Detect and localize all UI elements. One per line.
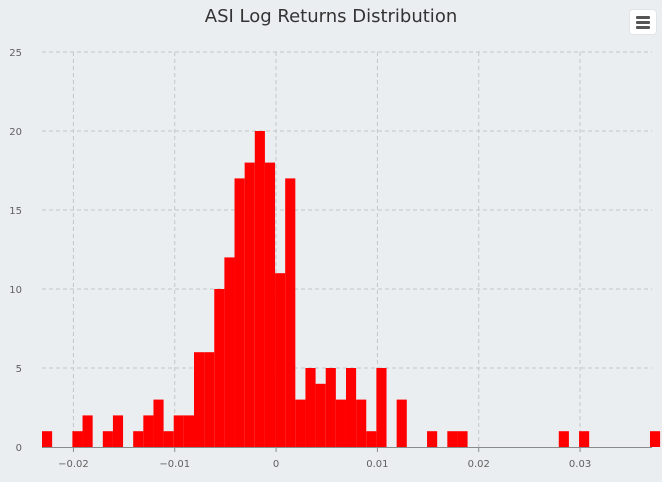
- histogram-bar[interactable]: [82, 415, 93, 447]
- x-tick-label: −0.02: [58, 459, 89, 470]
- histogram-bar[interactable]: [447, 431, 458, 447]
- histogram-bar[interactable]: [264, 162, 276, 447]
- x-tick-label: 0.03: [569, 459, 591, 470]
- hamburger-menu-icon-line: [636, 26, 650, 29]
- histogram-bar[interactable]: [112, 415, 124, 447]
- histogram-bar[interactable]: [305, 368, 316, 447]
- histogram-bar[interactable]: [72, 431, 83, 447]
- histogram-bar[interactable]: [335, 399, 346, 447]
- histogram-bar[interactable]: [345, 368, 357, 447]
- hamburger-menu-icon: [636, 16, 650, 19]
- y-tick-label: 25: [9, 48, 22, 59]
- histogram-bar[interactable]: [133, 431, 144, 447]
- histogram-bars: [42, 131, 661, 447]
- histogram-bar[interactable]: [275, 273, 286, 447]
- histogram-bar[interactable]: [356, 399, 367, 447]
- histogram-bar[interactable]: [143, 415, 154, 447]
- x-axis: −0.02 −0.01 0 0.01 0.02 0.03: [42, 447, 652, 470]
- chart-menu-button[interactable]: [630, 10, 656, 34]
- histogram-bar[interactable]: [163, 431, 174, 447]
- histogram-bar[interactable]: [285, 178, 296, 447]
- histogram-bar[interactable]: [649, 431, 661, 447]
- histogram-bar[interactable]: [376, 368, 387, 447]
- y-tick-label: 0: [16, 443, 22, 454]
- histogram-bar[interactable]: [42, 431, 53, 447]
- chart-title: ASI Log Returns Distribution: [204, 6, 458, 27]
- histogram-bar[interactable]: [244, 162, 255, 447]
- histogram-bar[interactable]: [579, 431, 590, 447]
- y-tick-label: 20: [9, 127, 22, 138]
- histogram-bar[interactable]: [366, 431, 377, 447]
- histogram-bar[interactable]: [102, 431, 113, 447]
- histogram-bar[interactable]: [193, 352, 205, 447]
- histogram-bar[interactable]: [295, 399, 306, 447]
- histogram-bar[interactable]: [183, 415, 194, 447]
- histogram-bar[interactable]: [204, 352, 215, 447]
- y-tick-label: 15: [9, 206, 22, 217]
- histogram-bar[interactable]: [224, 257, 235, 447]
- x-tick-label: 0.02: [468, 459, 490, 470]
- histogram-bar[interactable]: [173, 415, 184, 447]
- histogram-bar[interactable]: [457, 431, 468, 447]
- histogram-bar[interactable]: [315, 383, 326, 447]
- x-tick-label: −0.01: [159, 459, 190, 470]
- histogram-bar[interactable]: [234, 178, 245, 447]
- hamburger-menu-icon-line: [636, 21, 650, 24]
- x-tick-label: 0: [273, 459, 279, 470]
- histogram-bar[interactable]: [427, 431, 438, 447]
- y-tick-label: 10: [9, 285, 22, 296]
- histogram-bar[interactable]: [214, 289, 225, 447]
- y-tick-label: 5: [16, 364, 22, 375]
- histogram-bar[interactable]: [254, 131, 265, 447]
- histogram-bar[interactable]: [558, 431, 569, 447]
- x-tick-label: 0.01: [366, 459, 388, 470]
- histogram-bar[interactable]: [153, 399, 164, 447]
- y-axis: 0 5 10 15 20 25: [9, 48, 22, 454]
- histogram-bar[interactable]: [325, 368, 336, 447]
- histogram-bar[interactable]: [396, 399, 407, 447]
